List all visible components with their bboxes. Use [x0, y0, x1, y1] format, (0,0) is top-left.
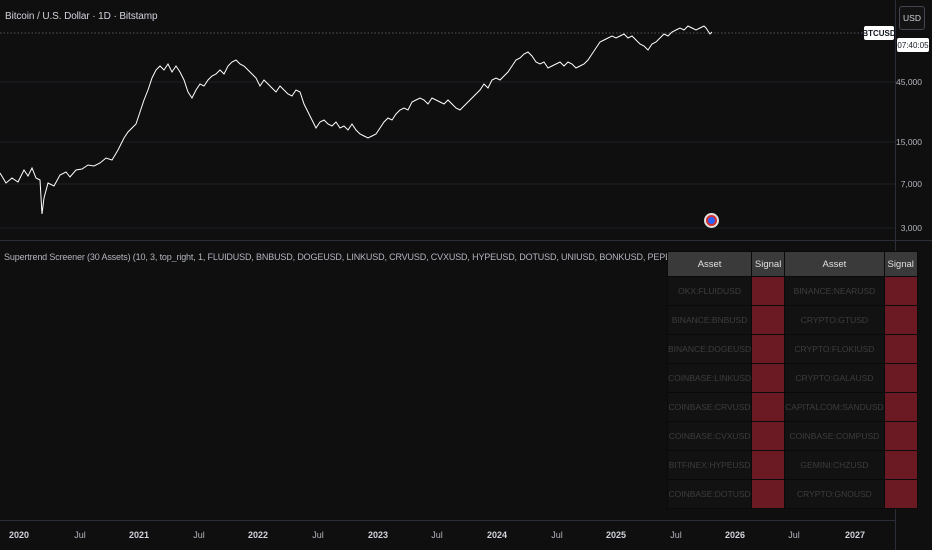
time-tick: 2021: [128, 530, 150, 540]
event-marker-icon[interactable]: [704, 213, 719, 228]
signal-cell: [751, 305, 786, 335]
asset-cell: COINBASE:CRVUSD: [666, 392, 753, 422]
table-row: COINBASE:CVXUSD COINBASE:COMPUSD: [666, 421, 918, 451]
time-tick: 2022: [247, 530, 269, 540]
signal-cell: [883, 363, 918, 393]
table-row: OKX:FLUIDUSD BINANCE:NEARUSD: [666, 276, 918, 306]
table-row: BITFINEX:HYPEUSD GEMINI:CHZUSD: [666, 450, 918, 480]
asset-cell: GEMINI:CHZUSD: [784, 450, 885, 480]
signal-cell: [883, 392, 918, 422]
asset-cell: CRYPTO:GALAUSD: [784, 363, 885, 393]
signal-cell: [883, 479, 918, 509]
asset-cell: COINBASE:COMPUSD: [784, 421, 885, 451]
asset-header: Asset: [784, 251, 885, 277]
currency-button[interactable]: USD: [899, 6, 925, 30]
time-tick: Jul: [312, 530, 324, 540]
screener-header-row: Asset Signal Asset Signal: [666, 251, 918, 277]
signal-cell: [751, 334, 786, 364]
screener-table: Asset Signal Asset Signal OKX:FLUIDUSD B…: [666, 251, 918, 509]
asset-cell: CRYPTO:GTUSD: [784, 305, 885, 335]
asset-cell: COINBASE:DOTUSD: [666, 479, 753, 509]
ticker-label: BTCUSD: [862, 26, 896, 40]
signal-cell: [883, 450, 918, 480]
time-tick: Jul: [670, 530, 682, 540]
signal-cell: [883, 421, 918, 451]
chart-title[interactable]: Bitcoin / U.S. Dollar · 1D · Bitstamp: [5, 11, 158, 22]
table-row: BINANCE:BNBUSD CRYPTO:GTUSD: [666, 305, 918, 335]
price-tick: 3,000: [900, 223, 922, 233]
signal-cell: [751, 450, 786, 480]
bar-countdown-label: 07:40:05: [897, 38, 929, 52]
signal-cell: [751, 363, 786, 393]
time-tick: Jul: [788, 530, 800, 540]
time-tick: Jul: [431, 530, 443, 540]
signal-cell: [883, 276, 918, 306]
table-row: COINBASE:LINKUSD CRYPTO:GALAUSD: [666, 363, 918, 393]
signal-cell: [883, 334, 918, 364]
time-tick: 2023: [367, 530, 389, 540]
signal-cell: [751, 421, 786, 451]
event-marker-dot: [708, 217, 715, 224]
asset-cell: CAPITALCOM:SANDUSD: [784, 392, 885, 422]
time-tick: Jul: [551, 530, 563, 540]
signal-cell: [751, 479, 786, 509]
signal-cell: [883, 305, 918, 335]
signal-cell: [751, 276, 786, 306]
asset-cell: BINANCE:BNBUSD: [666, 305, 753, 335]
time-tick: 2020: [8, 530, 30, 540]
signal-header: Signal: [883, 251, 918, 277]
time-tick: 2027: [844, 530, 866, 540]
indicator-title[interactable]: Supertrend Screener (30 Assets) (10, 3, …: [4, 252, 897, 262]
price-chart-pane[interactable]: Bitcoin / U.S. Dollar · 1D · Bitstamp: [0, 0, 932, 240]
asset-cell: BINANCE:DOGEUSD: [666, 334, 753, 364]
signal-cell: [751, 392, 786, 422]
price-tick: 15,000: [896, 137, 922, 147]
price-tick: 7,000: [900, 179, 922, 189]
asset-cell: BINANCE:NEARUSD: [784, 276, 885, 306]
time-tick: 2026: [724, 530, 746, 540]
asset-cell: CRYPTO:FLOKIUSD: [784, 334, 885, 364]
asset-header: Asset: [666, 251, 753, 277]
asset-cell: BITFINEX:HYPEUSD: [666, 450, 753, 480]
asset-cell: CRYPTO:GNOUSD: [784, 479, 885, 509]
asset-cell: OKX:FLUIDUSD: [666, 276, 753, 306]
signal-header: Signal: [751, 251, 786, 277]
pane-separator[interactable]: [0, 240, 932, 241]
price-series-line: [0, 25, 713, 215]
time-tick: Jul: [193, 530, 205, 540]
time-tick: 2025: [605, 530, 627, 540]
time-tick: Jul: [74, 530, 86, 540]
table-row: BINANCE:DOGEUSD CRYPTO:FLOKIUSD: [666, 334, 918, 364]
table-row: COINBASE:DOTUSD CRYPTO:GNOUSD: [666, 479, 918, 509]
asset-cell: COINBASE:CVXUSD: [666, 421, 753, 451]
time-axis[interactable]: 2020 Jul 2021 Jul 2022 Jul 2023 Jul 2024…: [0, 520, 895, 550]
time-tick: 2024: [486, 530, 508, 540]
price-tick: 45,000: [896, 77, 922, 87]
table-row: COINBASE:CRVUSD CAPITALCOM:SANDUSD: [666, 392, 918, 422]
asset-cell: COINBASE:LINKUSD: [666, 363, 753, 393]
price-chart-svg[interactable]: [0, 0, 895, 240]
